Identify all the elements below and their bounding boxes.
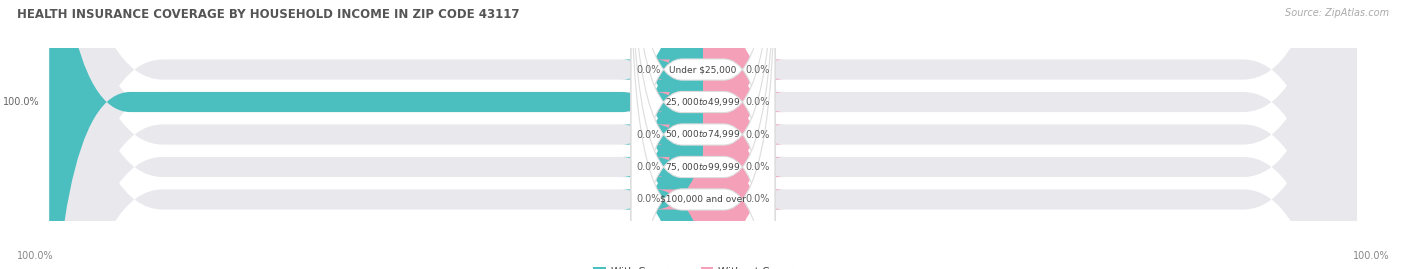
FancyBboxPatch shape xyxy=(621,0,751,269)
Text: HEALTH INSURANCE COVERAGE BY HOUSEHOLD INCOME IN ZIP CODE 43117: HEALTH INSURANCE COVERAGE BY HOUSEHOLD I… xyxy=(17,8,519,21)
Text: 100.0%: 100.0% xyxy=(3,97,39,107)
Text: $25,000 to $49,999: $25,000 to $49,999 xyxy=(665,96,741,108)
Legend: With Coverage, Without Coverage: With Coverage, Without Coverage xyxy=(589,263,817,269)
Text: 0.0%: 0.0% xyxy=(636,194,661,204)
FancyBboxPatch shape xyxy=(49,0,1357,269)
Text: Under $25,000: Under $25,000 xyxy=(669,65,737,74)
FancyBboxPatch shape xyxy=(49,0,703,269)
FancyBboxPatch shape xyxy=(621,0,751,269)
Text: 0.0%: 0.0% xyxy=(745,129,770,140)
Text: 100.0%: 100.0% xyxy=(1353,251,1389,261)
Text: 0.0%: 0.0% xyxy=(745,162,770,172)
FancyBboxPatch shape xyxy=(655,0,785,269)
Text: 100.0%: 100.0% xyxy=(17,251,53,261)
FancyBboxPatch shape xyxy=(631,0,775,269)
FancyBboxPatch shape xyxy=(631,0,775,269)
Text: $75,000 to $99,999: $75,000 to $99,999 xyxy=(665,161,741,173)
FancyBboxPatch shape xyxy=(631,0,775,269)
Text: 0.0%: 0.0% xyxy=(745,194,770,204)
FancyBboxPatch shape xyxy=(49,0,1357,269)
FancyBboxPatch shape xyxy=(655,0,785,269)
Text: $100,000 and over: $100,000 and over xyxy=(659,195,747,204)
FancyBboxPatch shape xyxy=(655,0,785,269)
FancyBboxPatch shape xyxy=(49,0,1357,269)
Text: 0.0%: 0.0% xyxy=(745,65,770,75)
Text: $50,000 to $74,999: $50,000 to $74,999 xyxy=(665,129,741,140)
FancyBboxPatch shape xyxy=(655,0,785,269)
FancyBboxPatch shape xyxy=(621,0,751,269)
Text: 0.0%: 0.0% xyxy=(745,97,770,107)
FancyBboxPatch shape xyxy=(49,0,1357,269)
Text: 0.0%: 0.0% xyxy=(636,162,661,172)
FancyBboxPatch shape xyxy=(621,0,751,269)
Text: 0.0%: 0.0% xyxy=(636,65,661,75)
FancyBboxPatch shape xyxy=(631,0,775,269)
FancyBboxPatch shape xyxy=(631,0,775,269)
Text: 0.0%: 0.0% xyxy=(636,129,661,140)
FancyBboxPatch shape xyxy=(655,0,785,269)
FancyBboxPatch shape xyxy=(49,0,1357,269)
Text: Source: ZipAtlas.com: Source: ZipAtlas.com xyxy=(1285,8,1389,18)
